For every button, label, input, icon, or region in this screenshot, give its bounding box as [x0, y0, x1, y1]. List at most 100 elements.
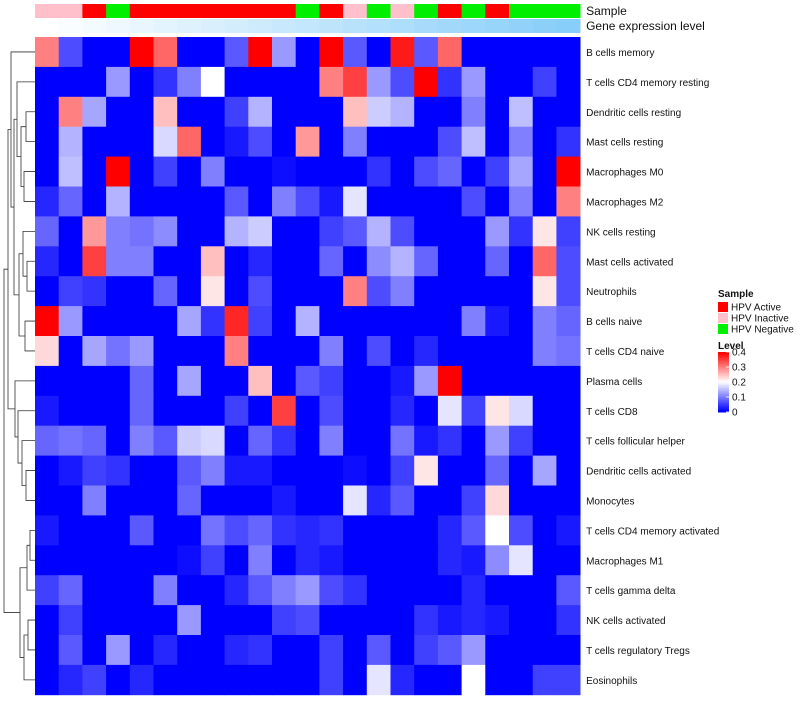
heatmap-cell	[272, 605, 297, 636]
heatmap-cell	[272, 246, 297, 277]
expression-annotation-cell	[129, 19, 154, 33]
heatmap-cell	[437, 186, 462, 217]
heatmap-cell	[177, 156, 202, 187]
row-label: Eosinophils	[586, 676, 637, 687]
heatmap-cell	[343, 605, 368, 636]
heatmap-cell	[153, 605, 178, 636]
heatmap-cell	[461, 395, 486, 427]
heatmap-cell	[106, 306, 131, 337]
dendrogram-branch	[13, 118, 19, 296]
level-legend-gradient-step	[718, 376, 729, 378]
heatmap-cell	[200, 455, 225, 486]
heatmap-cell	[343, 545, 368, 576]
heatmap-cell	[414, 365, 439, 397]
dendrogram-branch	[10, 51, 35, 208]
dendrogram-branch	[23, 634, 35, 681]
level-legend-gradient-step	[718, 367, 729, 369]
heatmap-cell	[272, 66, 297, 98]
heatmap-cell	[509, 575, 534, 606]
heatmap-cell	[248, 425, 273, 456]
heatmap-cell	[106, 455, 131, 486]
heatmap-cell	[272, 515, 297, 546]
heatmap-cell	[224, 216, 249, 247]
heatmap-cell	[106, 485, 131, 516]
row-label: B cells naive	[586, 317, 643, 328]
heatmap-cell	[390, 186, 415, 217]
heatmap-cell	[272, 635, 297, 666]
heatmap-cell	[556, 306, 581, 337]
heatmap-cell	[437, 306, 462, 337]
heatmap-cell	[35, 156, 60, 187]
heatmap-cell	[437, 664, 462, 696]
heatmap-cell	[295, 635, 320, 666]
heatmap-cell	[414, 216, 439, 247]
heatmap-cell	[153, 575, 178, 606]
heatmap-cell	[106, 635, 131, 666]
heatmap-cell	[390, 605, 415, 636]
heatmap-cell	[366, 216, 391, 247]
heatmap-cell	[272, 336, 297, 367]
level-legend-gradient-step	[718, 401, 729, 404]
heatmap-cell	[272, 545, 297, 576]
heatmap-cell	[106, 66, 131, 98]
heatmap-cell	[272, 216, 297, 247]
level-legend-gradient-step	[718, 386, 729, 389]
heatmap-cell	[35, 365, 60, 397]
heatmap-cell	[295, 186, 320, 217]
heatmap-cell	[485, 545, 510, 576]
heatmap-cell	[129, 156, 154, 187]
heatmap-cell	[35, 605, 60, 636]
heatmap-cell	[224, 395, 249, 427]
heatmap-cell	[437, 395, 462, 427]
heatmap-cell	[390, 485, 415, 516]
level-legend-gradient-step	[718, 392, 729, 395]
level-legend-gradient-step	[718, 397, 729, 399]
heatmap-cell	[82, 336, 107, 367]
sample-annotation-cell	[509, 4, 534, 18]
heatmap-cell	[485, 126, 510, 157]
heatmap-cell	[153, 336, 178, 367]
level-legend-gradient-step	[718, 362, 729, 365]
heatmap-cell	[248, 485, 273, 516]
heatmap-cell	[248, 306, 273, 337]
heatmap-cell	[437, 605, 462, 636]
heatmap-cell	[461, 336, 486, 367]
heatmap-cell	[200, 216, 225, 247]
heatmap-cell	[414, 276, 439, 307]
heatmap-cell	[461, 664, 486, 696]
heatmap-cell	[177, 635, 202, 666]
sample-legend-swatch	[718, 324, 728, 334]
heatmap-cell	[485, 336, 510, 367]
heatmap-cell	[153, 246, 178, 277]
heatmap-cell	[509, 336, 534, 367]
heatmap-cell	[248, 455, 273, 486]
heatmap-cell	[319, 96, 344, 128]
heatmap-cell	[343, 37, 368, 68]
heatmap-cell	[461, 156, 486, 187]
heatmap-cell	[58, 455, 83, 486]
heatmap-cell	[82, 66, 107, 98]
heatmap-cell	[343, 66, 368, 98]
expression-annotation-cell	[556, 19, 581, 33]
heatmap-cell	[414, 455, 439, 486]
level-legend-gradient-step	[718, 368, 729, 371]
heatmap-cell	[532, 545, 557, 576]
heatmap-cell	[82, 575, 107, 606]
heatmap-cell	[343, 306, 368, 337]
heatmap-cell	[177, 575, 202, 606]
heatmap-cell	[82, 365, 107, 397]
heatmap-cell	[532, 485, 557, 516]
expression-annotation-cell	[437, 19, 462, 33]
heatmap-cell	[177, 216, 202, 247]
heatmap-cell	[248, 66, 273, 98]
heatmap-cell	[106, 276, 131, 307]
heatmap-cell	[532, 395, 557, 427]
heatmap-cell	[177, 425, 202, 456]
heatmap-cell	[82, 96, 107, 128]
level-legend-title: Level	[718, 341, 744, 352]
heatmap-cell	[556, 455, 581, 486]
heatmap-cell	[556, 365, 581, 397]
heatmap-cell	[366, 515, 391, 546]
heatmap-cell	[390, 246, 415, 277]
heatmap-cell	[509, 664, 534, 696]
